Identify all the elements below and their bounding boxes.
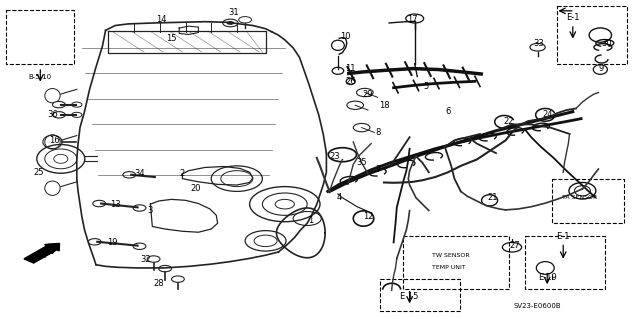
Text: 28: 28 [154, 279, 164, 288]
Text: 19: 19 [107, 238, 117, 247]
Text: 6: 6 [445, 107, 451, 116]
Circle shape [227, 21, 234, 25]
Text: 25: 25 [33, 168, 44, 177]
Text: TEMP UNIT: TEMP UNIT [433, 265, 466, 271]
Text: 11: 11 [346, 64, 356, 73]
Text: FR.: FR. [34, 251, 47, 260]
Text: 32: 32 [141, 256, 151, 264]
Text: 1: 1 [308, 216, 313, 225]
Text: 22: 22 [504, 117, 514, 126]
Bar [552, 179, 624, 223]
Text: 14: 14 [156, 15, 166, 24]
Text: 3: 3 [148, 206, 153, 215]
Text: 21: 21 [488, 193, 498, 202]
Text: 15: 15 [166, 34, 177, 43]
Text: E 15: E 15 [401, 292, 419, 301]
Circle shape [52, 101, 65, 108]
Text: SV23-E0600B: SV23-E0600B [514, 303, 561, 309]
Text: 16: 16 [49, 136, 60, 145]
Circle shape [52, 112, 65, 118]
Bar [380, 279, 460, 311]
Bar [557, 6, 627, 64]
Text: 9: 9 [599, 64, 604, 73]
Text: E-1: E-1 [566, 13, 580, 22]
Text: 26: 26 [346, 77, 356, 86]
Bar [403, 236, 509, 289]
Text: 4: 4 [337, 193, 342, 202]
Text: 10: 10 [340, 32, 351, 41]
FancyArrow shape [24, 243, 60, 263]
Text: TA SENSOR: TA SENSOR [562, 195, 598, 200]
Bar [525, 236, 605, 289]
Circle shape [72, 102, 82, 107]
Circle shape [88, 239, 101, 245]
Text: TW SENSOR: TW SENSOR [433, 253, 470, 258]
Text: E-1: E-1 [556, 232, 570, 241]
Text: 2: 2 [180, 169, 185, 178]
Text: 36: 36 [47, 110, 58, 119]
Text: 7: 7 [375, 165, 380, 174]
Circle shape [159, 265, 172, 272]
Text: 12: 12 [363, 212, 373, 221]
Text: 18: 18 [379, 101, 389, 110]
Circle shape [172, 276, 184, 282]
Text: B-5-10: B-5-10 [29, 74, 52, 80]
Text: E-19: E-19 [538, 273, 557, 282]
Text: 17: 17 [408, 15, 418, 24]
Circle shape [72, 112, 82, 117]
Text: 13: 13 [110, 200, 120, 209]
Text: 33: 33 [534, 39, 544, 48]
Text: 35: 35 [356, 158, 367, 167]
Text: 31: 31 [228, 8, 239, 17]
Text: 20: 20 [190, 184, 200, 193]
Text: 34: 34 [134, 169, 145, 178]
Circle shape [123, 172, 136, 178]
Text: 23: 23 [330, 152, 340, 161]
Circle shape [133, 243, 146, 249]
Circle shape [133, 205, 146, 211]
Text: 30: 30 [602, 39, 612, 48]
Text: 8: 8 [375, 128, 380, 137]
Text: 24: 24 [542, 110, 552, 119]
Text: 29: 29 [363, 90, 373, 99]
Circle shape [147, 256, 160, 262]
Circle shape [93, 200, 106, 207]
Bar [6, 10, 74, 64]
Text: 5: 5 [423, 82, 428, 91]
Text: 27: 27 [510, 241, 520, 250]
